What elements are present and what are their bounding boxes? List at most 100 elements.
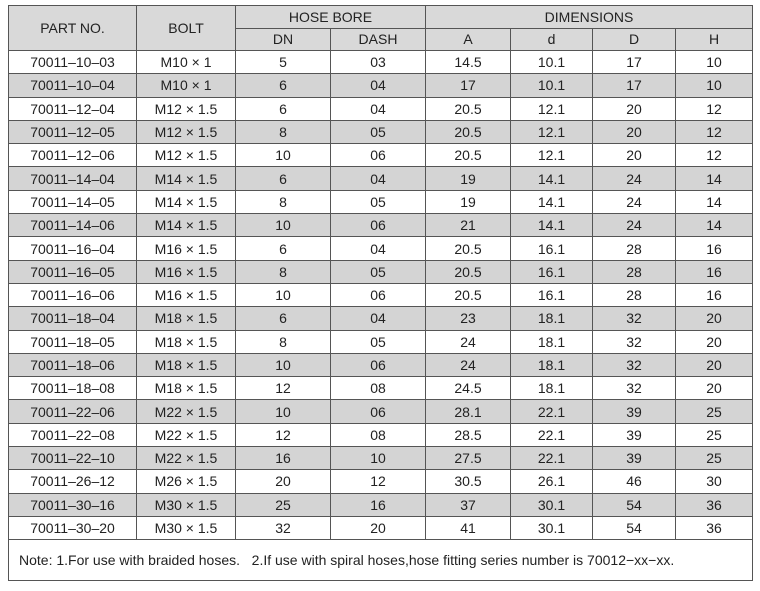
table-cell: 25 xyxy=(675,422,753,448)
table-cell: 20 xyxy=(675,306,753,331)
table-cell: 30.5 xyxy=(425,469,511,494)
table-cell: 70011–18–08 xyxy=(8,376,137,401)
table-cell: 04 xyxy=(330,306,426,331)
table-cell: 24 xyxy=(425,352,511,378)
table-cell: 28 xyxy=(592,259,676,284)
table-cell: 8 xyxy=(235,119,331,145)
table-cell: 37 xyxy=(425,492,511,517)
table-row: 70011–16–05 M16 × 1.5 8 05 20.5 16.1 28 16 xyxy=(8,259,753,284)
table-cell: 70011–30–16 xyxy=(8,492,137,517)
table-cell: 05 xyxy=(330,189,426,215)
table-cell: M12 × 1.5 xyxy=(136,119,236,145)
table-cell: 12 xyxy=(330,469,426,494)
table-cell: 30 xyxy=(675,469,753,494)
table-cell: 22.1 xyxy=(510,399,593,424)
table-cell: 24 xyxy=(592,189,676,215)
table-cell: 21 xyxy=(425,213,511,238)
table-cell: 70011–18–05 xyxy=(8,329,137,354)
table-cell: 12.1 xyxy=(510,96,593,121)
table-cell: 70011–10–04 xyxy=(8,73,137,98)
table-cell: 20.5 xyxy=(425,96,511,121)
table-cell: 04 xyxy=(330,96,426,121)
table-cell: 14.1 xyxy=(510,213,593,238)
table-cell: 08 xyxy=(330,422,426,448)
table-cell: 32 xyxy=(235,515,331,541)
table-cell: 05 xyxy=(330,259,426,284)
table-cell: 14.1 xyxy=(510,189,593,215)
table-cell: 18.1 xyxy=(510,329,593,354)
table-cell: 19 xyxy=(425,189,511,215)
table-cell: 17 xyxy=(592,73,676,98)
table-cell: 14.1 xyxy=(510,166,593,191)
table-cell: 20 xyxy=(675,376,753,401)
header-cell: DN xyxy=(235,27,331,51)
table-cell: 12 xyxy=(675,96,753,121)
table-cell: 70011–12–04 xyxy=(8,96,137,121)
table-cell: 20.5 xyxy=(425,143,511,168)
table-row: 70011–18–08 M18 × 1.5 12 08 24.5 18.1 32 20 xyxy=(8,376,753,401)
table-cell: 04 xyxy=(330,73,426,98)
table-cell: 12 xyxy=(235,422,331,448)
table-cell: 20.5 xyxy=(425,236,511,261)
table-cell: 70011–16–05 xyxy=(8,259,137,284)
table-cell: 5 xyxy=(235,49,331,75)
table-cell: 12 xyxy=(675,143,753,168)
table-cell: 10.1 xyxy=(510,49,593,75)
table-cell: 06 xyxy=(330,352,426,378)
table-cell: 6 xyxy=(235,73,331,98)
table-header: PART NO. BOLT HOSE BORE DIMENSIONS DN DAS… xyxy=(8,5,753,51)
table-cell: 25 xyxy=(235,492,331,517)
header-cell: DIMENSIONS xyxy=(425,5,753,29)
table-cell: 10 xyxy=(235,399,331,424)
table-cell: M18 × 1.5 xyxy=(136,329,236,354)
table-cell: 6 xyxy=(235,166,331,191)
table-cell: 10 xyxy=(235,143,331,168)
table-cell: 04 xyxy=(330,236,426,261)
table-cell: 70011–10–03 xyxy=(8,49,137,75)
table-cell: 10 xyxy=(675,49,753,75)
table-cell: 32 xyxy=(592,376,676,401)
table-cell: 20 xyxy=(592,96,676,121)
table-cell: 70011–14–05 xyxy=(8,189,137,215)
table-cell: 70011–22–08 xyxy=(8,422,137,448)
table-body: 70011–10–03 M10 × 1 5 03 14.5 10.1 17 10 70011–1… xyxy=(8,49,753,541)
table-cell: 26.1 xyxy=(510,469,593,494)
table-row: 70011–14–05 M14 × 1.5 8 05 19 14.1 24 14 xyxy=(8,189,753,215)
table-cell: 17 xyxy=(592,49,676,75)
table-cell: 70011–12–05 xyxy=(8,119,137,145)
table-cell: 24 xyxy=(592,213,676,238)
table-cell: 30.1 xyxy=(510,492,593,517)
table-cell: 20.5 xyxy=(425,119,511,145)
table-cell: 32 xyxy=(592,352,676,378)
header-cell: d xyxy=(510,27,593,51)
table-cell: 04 xyxy=(330,166,426,191)
table-row: 70011–22–08 M22 × 1.5 12 08 28.5 22.1 39 25 xyxy=(8,422,753,448)
table-cell: M10 × 1 xyxy=(136,73,236,98)
table-cell: 24 xyxy=(425,329,511,354)
table-cell: M30 × 1.5 xyxy=(136,515,236,541)
table-cell: 70011–30–20 xyxy=(8,515,137,541)
table-cell: 70011–18–04 xyxy=(8,306,137,331)
table-cell: 70011–16–06 xyxy=(8,282,137,308)
table-cell: 19 xyxy=(425,166,511,191)
table-row: 70011–16–06 M16 × 1.5 10 06 20.5 16.1 28 16 xyxy=(8,282,753,308)
table-cell: 30.1 xyxy=(510,515,593,541)
table-cell: 70011–26–12 xyxy=(8,469,137,494)
table-cell: 03 xyxy=(330,49,426,75)
table-cell: 16 xyxy=(235,446,331,471)
table-cell: 14 xyxy=(675,166,753,191)
table-row: 70011–30–16 M30 × 1.5 25 16 37 30.1 54 36 xyxy=(8,492,753,517)
table-cell: M16 × 1.5 xyxy=(136,236,236,261)
header-cell: PART NO. xyxy=(8,5,137,51)
table-cell: 06 xyxy=(330,282,426,308)
table-cell: 18.1 xyxy=(510,306,593,331)
table-cell: 14.5 xyxy=(425,49,511,75)
table-cell: 28.5 xyxy=(425,422,511,448)
table-cell: 18.1 xyxy=(510,376,593,401)
header-cell: DASH xyxy=(330,27,426,51)
table-cell: 17 xyxy=(425,73,511,98)
table-cell: M12 × 1.5 xyxy=(136,143,236,168)
header-cell: D xyxy=(592,27,676,51)
table-cell: 8 xyxy=(235,329,331,354)
table-cell: 6 xyxy=(235,306,331,331)
